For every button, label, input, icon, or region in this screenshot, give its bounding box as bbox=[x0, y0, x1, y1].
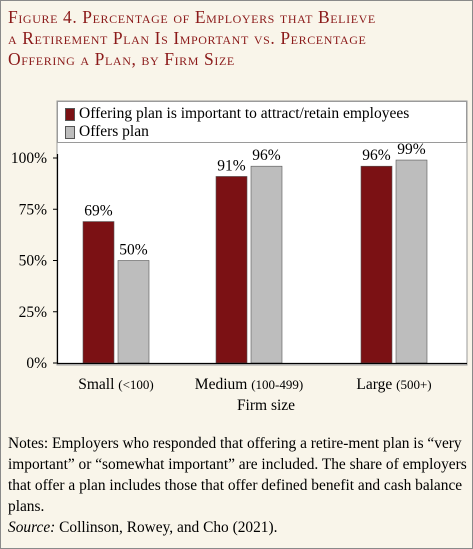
legend-label-offers: Offers plan bbox=[79, 123, 149, 140]
data-label-offers-large: 99% bbox=[397, 141, 426, 158]
y-tick-label: 75% bbox=[19, 201, 48, 218]
bar-important-medium bbox=[215, 176, 248, 364]
y-tick-label: 0% bbox=[26, 355, 47, 372]
data-label-important-medium: 91% bbox=[217, 157, 246, 174]
source-text: Collinson, Rowey, and Cho (2021). bbox=[55, 519, 278, 536]
y-tick-label: 100% bbox=[11, 150, 47, 167]
y-tick-label: 25% bbox=[19, 304, 48, 321]
x-axis-title: Firm size bbox=[237, 397, 295, 414]
x-tick-label-medium: Medium (100-499) bbox=[195, 376, 303, 393]
data-label-important-large: 96% bbox=[362, 147, 391, 164]
bar-chart: 69% 50% 91% 96% 96% 99% Small (<100) Medium (1… bbox=[11, 100, 468, 414]
y-tick-label: 50% bbox=[19, 253, 48, 270]
data-label-offers-medium: 96% bbox=[252, 147, 281, 164]
legend-swatch-important bbox=[65, 107, 75, 121]
bar-offers-medium bbox=[250, 165, 283, 364]
figure-title-line-3: Offering a Plan, by Firm Size bbox=[8, 49, 235, 69]
bar-important-large bbox=[360, 165, 393, 364]
figure-title-line-2: a Retirement Plan Is Important vs. Perce… bbox=[8, 28, 367, 48]
legend-swatch-offers bbox=[65, 125, 75, 139]
bar-offers-large bbox=[395, 159, 428, 364]
data-label-important-small: 69% bbox=[84, 203, 113, 220]
notes-text: Notes: Employers who responded that offe… bbox=[8, 435, 467, 515]
notes-source: Source: Collinson, Rowey, and Cho (2021)… bbox=[8, 517, 470, 538]
bar-offers-small bbox=[117, 260, 150, 364]
x-tick-label-large: Large (500+) bbox=[356, 376, 431, 393]
bar-important-small bbox=[82, 221, 115, 364]
legend-label-important: Offering plan is important to attract/re… bbox=[79, 105, 410, 122]
legend-item-important: Offering plan is important to attract/re… bbox=[65, 105, 409, 123]
x-tick-label-small: Small (<100) bbox=[78, 376, 154, 393]
data-label-offers-small: 50% bbox=[119, 242, 148, 259]
figure-title-line-1: Figure 4. Percentage of Employers that B… bbox=[8, 7, 376, 27]
figure-notes: Notes: Employers who responded that offe… bbox=[8, 433, 470, 538]
legend-item-offers: Offers plan bbox=[65, 123, 149, 141]
figure-title: Figure 4. Percentage of Employers that B… bbox=[8, 7, 468, 70]
source-label: Source: bbox=[8, 519, 56, 536]
chart-legend: Offering plan is important to attract/re… bbox=[57, 101, 467, 143]
